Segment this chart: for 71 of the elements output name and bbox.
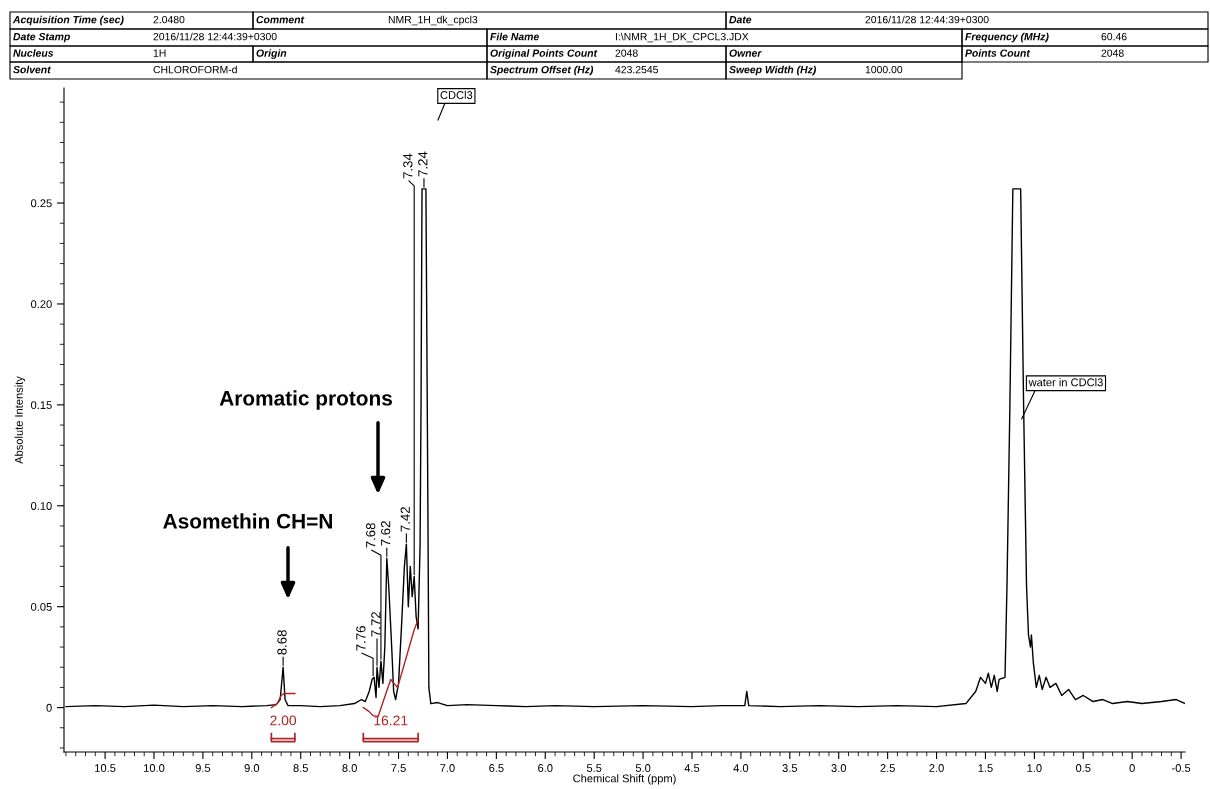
text: 1000.00 — [865, 65, 903, 74]
x-tick-label: 6.0 — [538, 764, 553, 772]
annotation: 7.72 — [371, 612, 381, 637]
annotation: 7.68 — [366, 523, 376, 548]
x-tick-label: 3.5 — [782, 764, 798, 772]
text: Origin — [256, 49, 287, 59]
annotation: water in CDCl3 — [1028, 378, 1103, 387]
x-tick-label: 10.0 — [144, 764, 165, 772]
text: Nucleus — [13, 49, 54, 57]
x-tick-label: 9.5 — [195, 764, 211, 772]
text: 423.2545 — [615, 65, 659, 74]
y-axis-title: Absolute Intensity — [14, 376, 26, 464]
text: 2048 — [615, 49, 638, 57]
x-tick-label: 10.5 — [95, 764, 116, 772]
y-tick-label: 0 — [46, 703, 52, 712]
text: I:\NMR_1H_DK_CPCL3.JDX — [615, 32, 749, 43]
x-tick-label: 5.5 — [586, 764, 602, 772]
annotation: CDCl3 — [440, 90, 473, 99]
y-tick-label: 0.05 — [31, 602, 52, 611]
x-tick-label: -0.5 — [1172, 764, 1191, 772]
text: Spectrum Offset (Hz) — [490, 65, 594, 76]
annotation: 2.00 — [270, 715, 297, 726]
text: 60.46 — [1101, 32, 1127, 41]
text: Frequency (MHz) — [965, 32, 1049, 43]
text: Date — [729, 16, 752, 24]
y-tick-label: 0.20 — [31, 300, 52, 309]
x-tick-label: 1.5 — [978, 764, 993, 772]
x-tick-label: 0.5 — [1075, 764, 1091, 772]
x-tick-label: 5.0 — [635, 764, 651, 772]
x-tick-label: 7.0 — [440, 764, 455, 772]
x-tick-label: 0 — [1129, 764, 1135, 772]
x-tick-label: 6.5 — [489, 764, 504, 772]
x-tick-label: 8.5 — [293, 764, 308, 772]
y-tick-label: 0.10 — [31, 502, 52, 510]
y-tick-label: 0.25 — [31, 199, 52, 208]
x-tick-label: 1.0 — [1027, 764, 1042, 772]
text: 2016/11/28 12:44:39+0300 — [153, 32, 277, 41]
annotation: 7.34 — [403, 153, 413, 179]
text: 2.0480 — [153, 15, 185, 24]
x-tick-label: 3.0 — [831, 764, 847, 772]
y-tick-label: 0.15 — [31, 401, 52, 409]
x-tick-label: 9.0 — [244, 764, 260, 772]
annotation: Asomethin CH=N — [163, 513, 332, 529]
text: NMR_1H_dk_cpcl3 — [388, 15, 478, 26]
text: Sweep Width (Hz) — [729, 65, 816, 76]
x-tick-label: 8.0 — [342, 764, 357, 772]
text: Acquisition Time (sec) — [12, 15, 124, 26]
text: Solvent — [13, 65, 51, 74]
x-tick-label: 4.0 — [733, 764, 749, 772]
annotation: 7.76 — [356, 626, 366, 651]
x-tick-label: 4.5 — [684, 764, 700, 772]
x-tick-label: 7.5 — [391, 764, 406, 772]
x-axis-title: Chemical Shift (ppm) — [573, 774, 676, 785]
x-tick-label: 2.5 — [880, 764, 895, 772]
text: Date Stamp — [13, 32, 70, 43]
text: 2048 — [1101, 49, 1124, 57]
text: Points Count — [965, 49, 1031, 57]
annotation: 16.21 — [374, 715, 408, 726]
annotation: 7.24 — [418, 151, 428, 177]
text: Comment — [256, 15, 305, 24]
annotation: Aromatic protons — [219, 390, 392, 410]
text: File Name — [490, 32, 539, 41]
annotation: 8.68 — [277, 630, 287, 655]
x-tick-label: 2.0 — [929, 764, 944, 772]
text: 1H — [153, 49, 166, 57]
text: CHLOROFORM-d — [153, 65, 237, 74]
text: Original Points Count — [490, 49, 598, 59]
annotation: 7.42 — [400, 507, 410, 532]
text: 2016/11/28 12:44:39+0300 — [865, 15, 989, 24]
annotation: 7.62 — [381, 521, 391, 546]
text: Owner — [729, 49, 762, 57]
